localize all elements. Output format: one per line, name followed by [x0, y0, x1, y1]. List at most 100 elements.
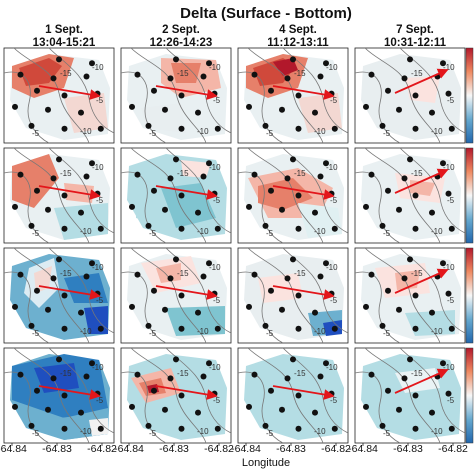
station-point: [78, 309, 84, 316]
station-point: [284, 175, 291, 182]
station-point: [317, 173, 324, 180]
map-panel: -15 -10 -5 -5 -10: [354, 247, 466, 344]
station-point: [385, 287, 391, 294]
x-tick-label: -64.83: [42, 443, 72, 455]
contour-line: [165, 148, 231, 234]
station-point: [440, 260, 446, 267]
station-point: [206, 60, 212, 67]
column-headers: 1 Sept.13:04-15:21 2 Sept.12:26-14:23 4 Se…: [33, 24, 447, 49]
contour-line: [399, 348, 465, 434]
station-point: [17, 371, 24, 378]
contour-label: -10: [326, 263, 338, 272]
station-point: [167, 75, 174, 82]
station-point: [379, 122, 386, 129]
station-point: [56, 156, 62, 163]
station-point: [195, 409, 201, 416]
contour-label: -15: [294, 69, 306, 78]
field-patch: [171, 63, 201, 83]
station-point: [412, 425, 419, 432]
contour-label: -10: [326, 63, 338, 72]
station-point: [396, 106, 402, 113]
station-point: [251, 171, 258, 178]
station-point: [206, 260, 212, 267]
x-tick-label: -64.82: [204, 443, 234, 455]
contour-label: -15: [60, 269, 72, 278]
contour-label: -5: [447, 396, 455, 405]
station-point: [246, 103, 252, 110]
contour-label: -5: [32, 329, 40, 338]
contour-label: -10: [92, 363, 104, 372]
field-patch: [273, 58, 298, 76]
station-point: [134, 271, 141, 278]
contour-label: -5: [213, 296, 221, 305]
contour-label: -15: [411, 69, 423, 78]
station-point: [401, 275, 408, 282]
station-point: [50, 375, 57, 382]
station-point: [268, 387, 274, 394]
contour-line: [130, 248, 207, 343]
contour-label: -5: [96, 396, 104, 405]
contour-line: [364, 148, 441, 243]
colorbars: [465, 47, 474, 444]
column-time-label: 11:12-13:11: [267, 37, 329, 49]
station-point: [162, 406, 168, 413]
station-point: [290, 156, 296, 163]
station-point: [151, 87, 157, 94]
station-point: [412, 92, 419, 99]
field-patch: [258, 178, 313, 210]
contour-label: -10: [431, 327, 443, 336]
station-point: [28, 222, 35, 229]
contour-line: [364, 248, 441, 343]
contour-label: -10: [443, 63, 455, 72]
station-point: [445, 190, 452, 197]
contour-line: [13, 248, 90, 343]
contour-label: -10: [443, 363, 455, 372]
contour-line: [48, 48, 114, 134]
station-point: [200, 173, 207, 180]
x-tick-label: -64.83: [393, 443, 423, 455]
station-point: [145, 422, 152, 429]
contour-label: -15: [60, 169, 72, 178]
station-point: [251, 271, 258, 278]
station-point: [56, 256, 62, 263]
station-point: [50, 75, 57, 82]
station-point: [317, 373, 324, 380]
station-point: [195, 109, 201, 116]
contour-line: [282, 148, 348, 234]
station-point: [195, 309, 201, 316]
contour-label: -5: [213, 96, 221, 105]
station-point: [61, 192, 68, 199]
station-point: [246, 203, 252, 210]
contour-line: [247, 48, 324, 143]
station-point: [89, 160, 95, 167]
contour-label: -15: [294, 169, 306, 178]
contour-line: [48, 348, 114, 434]
colorbar: [465, 347, 474, 444]
column-day-label: 7 Sept.: [396, 24, 434, 36]
station-point: [151, 287, 157, 294]
contour-label: -10: [431, 427, 443, 436]
contour-label: -10: [209, 263, 221, 272]
station-point: [178, 325, 185, 332]
station-point: [323, 60, 329, 67]
station-point: [83, 373, 90, 380]
station-point: [83, 273, 90, 280]
station-point: [363, 403, 369, 410]
field-patch: [141, 103, 186, 133]
contour-line: [165, 248, 231, 334]
station-point: [162, 106, 168, 113]
station-point: [429, 209, 435, 216]
station-point: [295, 192, 302, 199]
contour-line: [13, 48, 90, 143]
station-point: [78, 409, 84, 416]
station-point: [34, 187, 40, 194]
station-point: [129, 203, 135, 210]
current-arrow: [155, 285, 218, 300]
station-point: [448, 425, 455, 432]
station-point: [312, 109, 318, 116]
station-point: [214, 125, 221, 132]
map-panel: -15 -10 -5 -5 -10: [3, 347, 115, 444]
station-point: [56, 56, 62, 63]
contour-line: [13, 148, 90, 243]
station-point: [440, 360, 446, 367]
